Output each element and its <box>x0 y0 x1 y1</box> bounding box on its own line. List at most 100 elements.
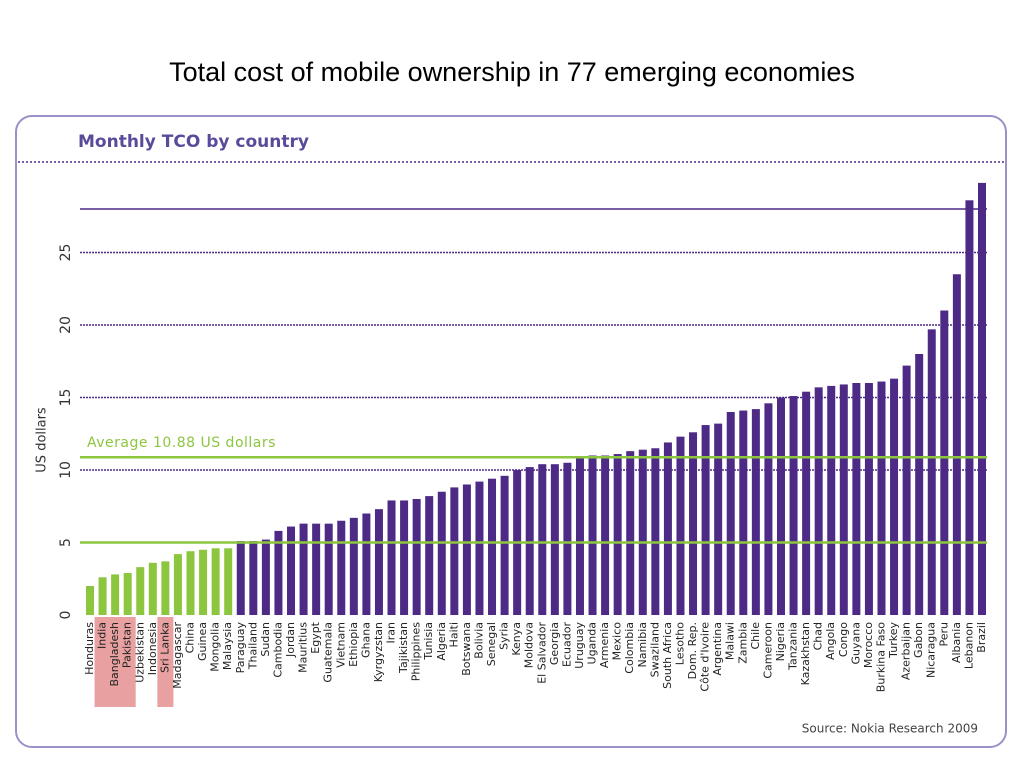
x-tick-label: Lesotho <box>673 622 686 665</box>
bar <box>437 491 446 615</box>
x-tick-label: Sudan <box>259 622 272 657</box>
bar <box>839 384 848 615</box>
bar <box>714 423 723 615</box>
x-tick-label: Mexico <box>611 622 624 661</box>
x-tick-label: Côte d'Ivoire <box>699 622 712 692</box>
x-tick-label: Jordan <box>284 622 297 658</box>
bar <box>852 383 861 615</box>
bar <box>349 517 358 615</box>
bar <box>814 387 823 615</box>
x-tick-label: Albania <box>950 622 963 663</box>
y-tick-label: 15 <box>58 389 74 407</box>
bar <box>324 523 333 615</box>
bar <box>538 464 547 615</box>
x-tick-label: Kyrgyzstan <box>372 622 385 682</box>
bar <box>362 513 371 615</box>
x-tick-label: Zambia <box>736 622 749 664</box>
bar <box>739 410 748 615</box>
bar <box>161 561 170 615</box>
x-tick-label: Moldova <box>523 622 536 668</box>
x-tick-label: Vietnam <box>334 622 347 668</box>
x-tick-label: Tajikistan <box>397 622 410 674</box>
bar <box>274 530 283 615</box>
x-tick-label: Guatemala <box>322 622 335 683</box>
bar <box>613 454 622 615</box>
bar <box>186 551 195 615</box>
bar <box>148 562 157 615</box>
x-tick-label: Algeria <box>435 622 448 661</box>
x-tick-label: Lebanon <box>962 622 975 669</box>
x-tick-label: Haiti <box>447 622 460 647</box>
bar <box>952 274 961 615</box>
x-tick-label: Bangladesh <box>108 622 121 687</box>
bar <box>173 554 182 615</box>
x-tick-label: Dom. Rep. <box>686 622 699 679</box>
bar <box>965 200 974 616</box>
bar <box>601 455 610 615</box>
x-tick-label: Syria <box>498 622 511 650</box>
y-tick-label: 10 <box>58 461 74 479</box>
bar <box>940 310 949 615</box>
bar <box>915 354 924 615</box>
x-tick-label: Uruguay <box>573 622 586 669</box>
slide-title: Total cost of mobile ownership in 77 eme… <box>169 57 855 87</box>
x-tick-label: Chile <box>749 622 762 650</box>
source: Source: Nokia Research 2009 <box>802 722 978 736</box>
bar <box>902 365 911 615</box>
x-tick-label: China <box>184 622 197 653</box>
bar <box>802 391 811 615</box>
bar <box>864 383 873 615</box>
x-tick-label: Ecuador <box>560 622 573 667</box>
bar <box>86 586 94 615</box>
x-tick-label: Pakistan <box>121 622 134 668</box>
bar <box>249 541 258 615</box>
bar <box>475 481 484 615</box>
x-tick-label: Philippines <box>410 622 423 682</box>
x-tick-label: Armenia <box>598 622 611 668</box>
y-tick-label: 20 <box>58 316 74 334</box>
bar <box>827 385 836 615</box>
bar <box>588 455 597 615</box>
x-tick-label: Malaysia <box>221 622 234 670</box>
x-tick-label: Mongolia <box>209 622 222 672</box>
x-tick-label: El Salvador <box>535 622 548 684</box>
x-tick-label: Kenya <box>510 622 523 656</box>
x-tick-label: Guinea <box>196 622 209 661</box>
bar <box>927 329 936 615</box>
x-tick-label: Uzbekistan <box>133 622 146 683</box>
bar <box>726 412 735 615</box>
bar <box>425 496 434 615</box>
bar <box>663 442 672 615</box>
bar <box>224 548 233 615</box>
bar <box>312 523 321 615</box>
x-tick-label: Congo <box>837 622 850 657</box>
y-axis-label: US dollars <box>35 407 50 473</box>
x-tick-label: Mauritius <box>297 622 310 673</box>
bar <box>638 449 647 615</box>
x-tick-label: Paraguay <box>234 622 247 674</box>
x-tick-label: Egypt <box>309 621 322 653</box>
bar <box>450 487 459 615</box>
x-tick-label: Tanzania <box>787 622 800 671</box>
x-tick-label: India <box>96 622 109 649</box>
x-tick-label: South Africa <box>661 622 674 689</box>
bar <box>400 500 409 615</box>
x-tick-label: Chad <box>812 622 825 650</box>
bar <box>575 456 584 615</box>
x-tick-label: Argentina <box>711 622 724 676</box>
x-tick-label: Morocco <box>862 622 875 668</box>
x-tick-label: Botswana <box>460 622 473 676</box>
x-tick-label: Angola <box>824 622 837 660</box>
bar <box>978 182 986 615</box>
bar <box>299 523 308 615</box>
bar <box>764 403 773 615</box>
x-tick-label: Turkey <box>887 622 900 659</box>
x-tick-label: Honduras <box>83 622 96 675</box>
x-tick-label: Peru <box>937 622 950 647</box>
x-tick-label: Indonesia <box>146 622 159 675</box>
bar <box>626 451 635 615</box>
x-tick-label: Malawi <box>724 622 737 660</box>
bar <box>751 409 760 615</box>
label-highlight <box>94 617 111 707</box>
x-tick-label: Tunisia <box>422 622 435 661</box>
